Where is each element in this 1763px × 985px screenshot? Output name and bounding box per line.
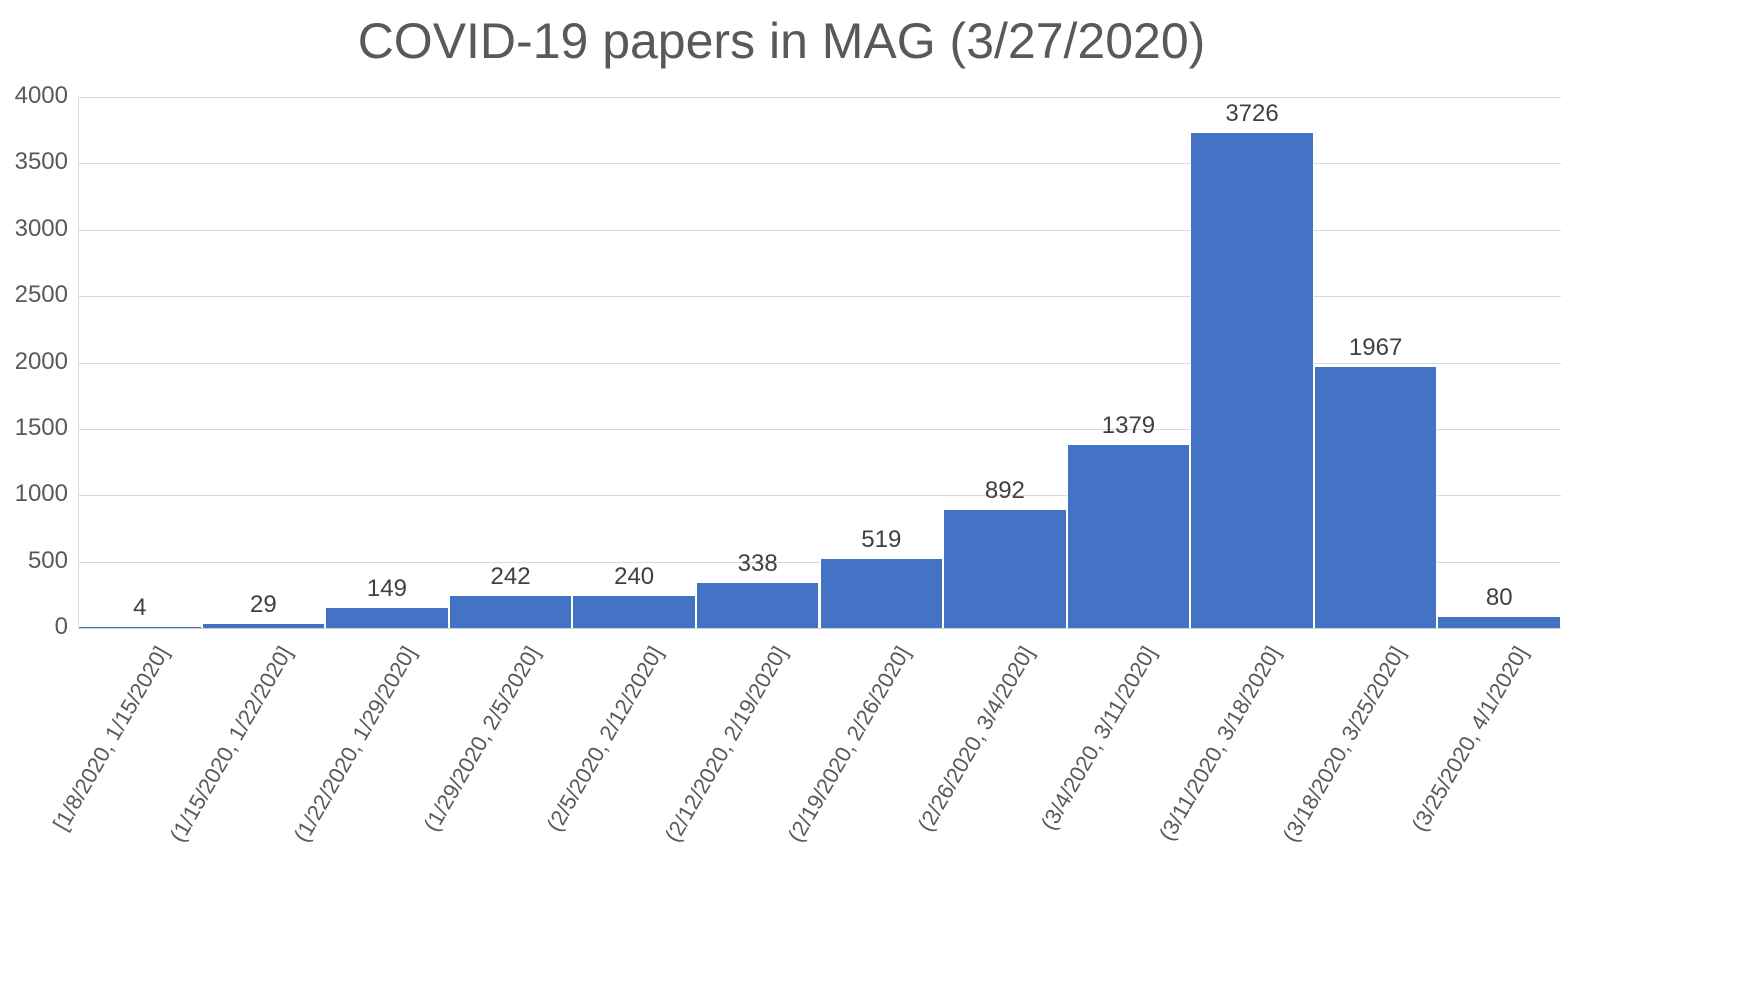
x-tick-label: (2/19/2020, 2/26/2020]	[782, 642, 916, 847]
y-tick-label: 2500	[14, 281, 68, 309]
histogram-bar	[201, 624, 326, 628]
x-tick-label: (1/22/2020, 1/29/2020]	[288, 642, 422, 847]
data-label: 242	[490, 562, 531, 590]
gridline	[78, 97, 1561, 98]
x-tick-label: (1/29/2020, 2/5/2020]	[418, 642, 545, 836]
y-tick-label: 1500	[14, 413, 68, 441]
gridline	[78, 495, 1561, 497]
histogram-bar	[819, 559, 944, 628]
data-label: 240	[614, 563, 655, 591]
y-tick-label: 1000	[14, 480, 68, 508]
data-label: 3726	[1225, 100, 1279, 128]
x-axis-line	[78, 628, 1561, 629]
data-label: 1379	[1101, 411, 1156, 439]
gridline	[78, 296, 1561, 298]
x-tick-label: (2/26/2020, 3/4/2020]	[912, 642, 1039, 836]
data-label: 149	[366, 575, 407, 603]
chart-title: COVID-19 papers in MAG (3/27/2020)	[357, 13, 1206, 69]
y-tick-label: 0	[54, 613, 68, 640]
data-label: 892	[984, 476, 1025, 504]
histogram-bar	[1437, 617, 1561, 628]
y-tick-label: 4000	[14, 82, 68, 109]
x-tick-label: (3/25/2020, 4/1/2020]	[1406, 642, 1534, 836]
x-tick-label: (1/15/2020, 1/22/2020]	[165, 642, 298, 847]
histogram-bar	[448, 595, 573, 628]
data-label: 519	[861, 526, 902, 554]
data-label: 338	[737, 550, 778, 578]
x-tick-label: (3/4/2020, 3/11/2020]	[1036, 642, 1162, 835]
x-tick-label: (2/5/2020, 2/12/2020]	[541, 642, 668, 836]
y-tick-label: 500	[27, 546, 68, 574]
x-tick-label: (3/11/2020, 3/18/2020]	[1153, 642, 1286, 845]
plot-area: 4 29 149 242 240 338 519 892 1379 3726 1967 80	[78, 97, 1561, 629]
data-label: 29	[250, 591, 277, 619]
data-label: 1967	[1348, 333, 1403, 361]
gridline	[78, 229, 1561, 231]
gridline	[78, 362, 1561, 364]
histogram-bar	[1313, 366, 1438, 628]
data-label: 80	[1485, 584, 1513, 612]
histogram-bar	[572, 596, 696, 628]
x-tick-label: (2/12/2020, 2/19/2020]	[659, 642, 792, 847]
histogram-bar	[695, 583, 820, 628]
x-tick-label: (3/18/2020, 3/25/2020]	[1277, 642, 1410, 847]
histogram-bar	[943, 509, 1067, 628]
histogram-bar	[1066, 444, 1191, 628]
histogram-bar	[78, 627, 202, 628]
x-tick-label: [1/8/2020, 1/15/2020]	[47, 642, 174, 835]
gridline	[78, 163, 1561, 165]
y-axis-line	[78, 97, 79, 628]
histogram-bar	[325, 608, 449, 628]
gridline	[78, 428, 1561, 430]
data-label: 4	[133, 594, 147, 622]
y-tick-label: 2000	[14, 347, 68, 375]
y-tick-label: 3500	[14, 148, 68, 176]
histogram-bar	[1190, 133, 1314, 628]
y-tick-label: 3000	[14, 214, 68, 242]
